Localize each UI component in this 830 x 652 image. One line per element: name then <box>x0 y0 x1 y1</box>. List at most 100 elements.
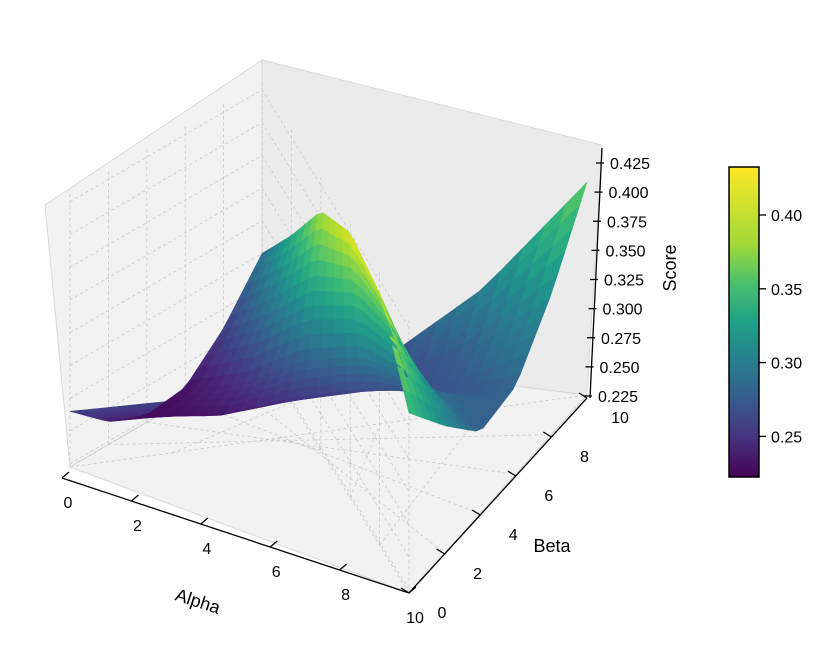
y-axis-title: Beta <box>533 536 571 556</box>
surface-patch <box>331 365 347 376</box>
gridline <box>69 351 263 465</box>
x-tick-mark <box>339 563 348 571</box>
gridline <box>185 399 481 515</box>
x-tick-label: 4 <box>202 541 211 558</box>
surface-patch <box>319 346 334 360</box>
z-axis-title: Score <box>660 244 680 291</box>
surface-patch <box>343 305 356 320</box>
surface-patch <box>333 263 344 280</box>
gridline <box>261 351 410 590</box>
surface-patch <box>317 366 333 378</box>
gridline <box>69 253 263 366</box>
z-tick-label: 0.325 <box>604 273 644 290</box>
gridline <box>69 89 263 203</box>
gridline <box>69 394 588 468</box>
surface-patch <box>318 358 333 369</box>
surface-patch <box>333 291 345 306</box>
gridline <box>69 154 263 268</box>
z-tick-label: 0.300 <box>603 302 643 319</box>
z-axis: 0.225 0.250 0.275 0.300 0.325 0.350 0.375 0.400… <box>584 147 680 406</box>
y-tick-label: 0 <box>438 605 447 622</box>
y-tick-label: 4 <box>509 527 518 544</box>
gridline <box>261 354 410 594</box>
y-tick-mark <box>436 548 445 555</box>
z-tick-label: 0.400 <box>609 185 649 202</box>
x-tick-label: 2 <box>133 518 142 535</box>
surface-patch <box>345 364 361 375</box>
z-tick-label: 0.425 <box>610 156 650 173</box>
surface-mesh <box>69 181 588 432</box>
surface-patch <box>333 277 344 293</box>
x-tick-label: 10 <box>406 610 424 627</box>
z-tick-label: 0.275 <box>601 331 641 348</box>
x-tick-mark <box>130 494 139 502</box>
x-axis-ticks: 0 2 4 6 8 10 <box>61 471 424 627</box>
surface-patch <box>303 367 320 379</box>
surface-patch <box>331 357 346 368</box>
colorbar-tick-label: 0.35 <box>771 282 802 299</box>
surface-patch <box>360 380 378 390</box>
gridline <box>261 318 410 558</box>
surface-patch <box>308 333 323 349</box>
gridline <box>69 187 263 301</box>
surface-patch <box>325 261 335 278</box>
gridline <box>379 409 484 546</box>
surface-patch <box>316 375 333 386</box>
surface-patch <box>305 359 321 370</box>
surface-patch <box>307 347 322 361</box>
surface-patch <box>332 332 346 348</box>
x-tick-label: 8 <box>341 587 350 604</box>
surface-patch <box>344 345 359 359</box>
x-tick-mark <box>61 471 70 479</box>
colorbar-tick-label: 0.40 <box>771 208 802 225</box>
surface-patch <box>302 376 319 388</box>
gridline <box>69 122 263 235</box>
surface-patch <box>344 332 358 347</box>
y-tick-mark <box>471 509 481 516</box>
gridline <box>349 423 381 498</box>
surface-patch <box>332 346 346 360</box>
surface-patch <box>322 304 335 320</box>
gridline <box>276 437 321 451</box>
gridline <box>69 220 263 334</box>
y-tick-label: 10 <box>611 410 629 427</box>
y-tick-mark <box>543 431 552 438</box>
surface-patch <box>311 304 325 320</box>
y-tick-label: 6 <box>544 488 553 505</box>
z-tick-label: 0.350 <box>606 243 646 260</box>
gridline <box>108 434 552 445</box>
x-tick-label: 6 <box>272 564 281 581</box>
surface-patch <box>310 318 324 335</box>
gridline <box>69 285 263 399</box>
colorbar-ticks: 0.25 0.30 0.35 0.40 <box>759 208 802 446</box>
y-tick-mark <box>507 470 517 477</box>
z-tick-label: 0.250 <box>600 360 640 377</box>
gridline <box>261 89 410 329</box>
y-tick-mark <box>400 587 410 594</box>
z-axis-ticks: 0.225 0.250 0.275 0.300 0.325 0.350 0.375 0.400… <box>584 156 650 406</box>
surface-patch <box>343 318 357 334</box>
gridline <box>261 286 410 525</box>
x-tick-mark <box>200 517 209 525</box>
surface-patch <box>344 356 360 367</box>
colorbar-gradient <box>728 166 760 478</box>
y-axis-ticks: 0 2 4 6 8 10 <box>400 392 629 622</box>
y-tick-mark <box>578 392 588 399</box>
surface-patch <box>323 290 335 306</box>
z-tick-label: 0.375 <box>607 214 647 231</box>
surface-patch <box>320 332 334 348</box>
gridline <box>223 377 445 554</box>
surface-patch <box>321 318 334 334</box>
colorbar: 0.25 0.30 0.35 0.40 <box>728 166 802 478</box>
x-tick-mark <box>269 540 278 548</box>
surface-patch <box>345 372 362 383</box>
y-tick-label: 8 <box>580 449 589 466</box>
gridline <box>146 421 516 475</box>
surface-patch <box>332 318 345 334</box>
z-tick-label: 0.225 <box>598 389 638 406</box>
y-axis: 0 2 4 6 8 10 Beta <box>400 392 629 622</box>
x-tick-label: 0 <box>64 495 73 512</box>
x-axis-title: Alpha <box>173 585 224 619</box>
